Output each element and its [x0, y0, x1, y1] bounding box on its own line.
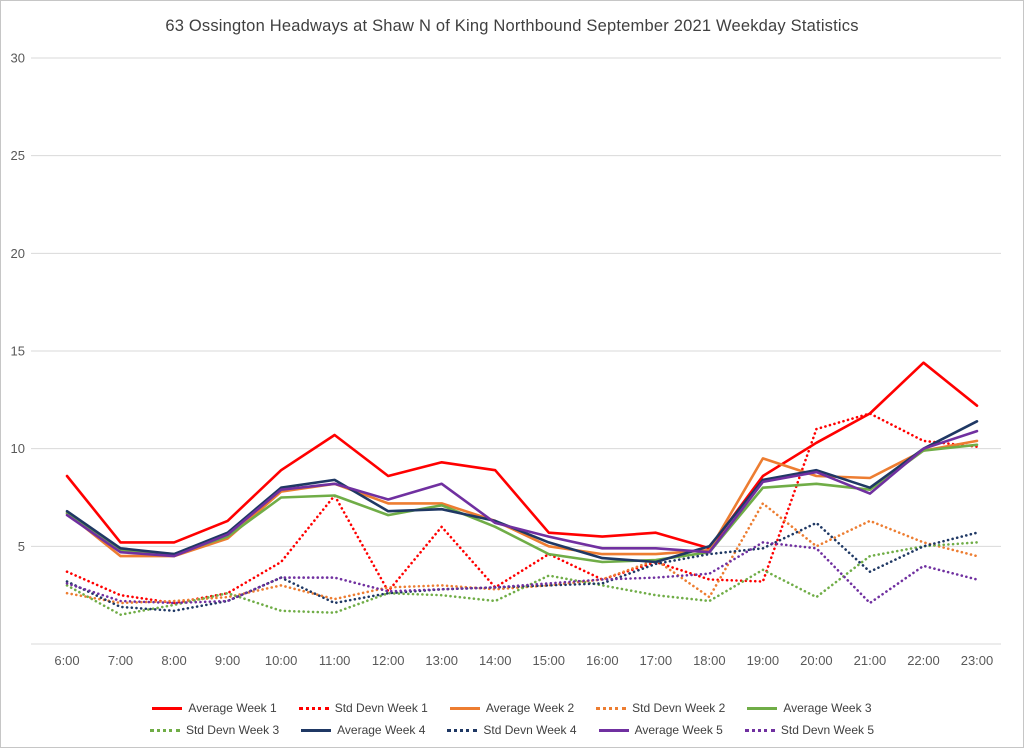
legend-item[interactable]: Std Devn Week 5	[744, 723, 875, 737]
series-line-average-week-2	[65, 439, 979, 558]
legend-row: Std Devn Week 3 Average Week 4 Std Devn We…	[149, 723, 875, 737]
x-tick-label: 19:00	[747, 653, 780, 668]
x-tick-label: 6:00	[54, 653, 79, 668]
series-line-std-devn-week-5	[65, 541, 979, 605]
legend-item[interactable]: Average Week 4	[301, 723, 425, 737]
x-tick-label: 8:00	[161, 653, 186, 668]
series-line-average-week-5	[65, 429, 979, 558]
x-tick-label: 16:00	[586, 653, 619, 668]
legend-swatch-dotted-line-icon	[744, 728, 775, 732]
legend-label: Std Devn Week 1	[334, 701, 428, 715]
legend-label: Std Devn Week 4	[483, 723, 577, 737]
chart-svg: 5 10 15 20 25 30 6:00 7:00 8:00 9:00 10:00 11:00 12:…	[11, 51, 1001, 668]
legend-label: Average Week 1	[188, 701, 277, 715]
legend-swatch-dotted-line-icon	[149, 728, 180, 732]
legend-swatch-solid-line-icon	[449, 706, 480, 710]
legend-swatch-solid-line-icon	[747, 706, 778, 710]
legend-item[interactable]: Std Devn Week 1	[298, 701, 428, 715]
x-tick-label: 17:00	[640, 653, 673, 668]
legend-swatch-dotted-line-icon	[596, 706, 627, 710]
legend-label: Average Week 2	[485, 701, 575, 715]
legend-swatch-dotted-line-icon	[298, 706, 329, 710]
series-line-average-week-1	[65, 361, 979, 550]
y-tick-label: 20	[11, 246, 25, 261]
x-tick-label: 23:00	[961, 653, 994, 668]
legend-swatch-solid-line-icon	[301, 728, 332, 732]
y-tick-label: 30	[11, 51, 25, 66]
x-tick-label: 22:00	[907, 653, 940, 668]
legend-swatch-solid-line-icon	[152, 706, 183, 710]
legend-item[interactable]: Average Week 5	[598, 723, 723, 737]
x-tick-label: 21:00	[854, 653, 887, 668]
y-tick-label: 15	[11, 344, 25, 359]
legend-item[interactable]: Std Devn Week 3	[149, 723, 280, 737]
legend-label: Average Week 5	[634, 723, 723, 737]
x-tick-label: 7:00	[108, 653, 133, 668]
chart-title: 63 Ossington Headways at Shaw N of King …	[165, 17, 859, 35]
legend-label: Std Devn Week 3	[185, 723, 280, 737]
legend-row: Average Week 1 Std Devn Week 1 Average Wee…	[152, 701, 872, 715]
y-tick-label: 25	[11, 148, 25, 163]
chart-legend: Average Week 1 Std Devn Week 1 Average Wee…	[1, 701, 1023, 737]
x-tick-label: 14:00	[479, 653, 512, 668]
x-tick-label: 12:00	[372, 653, 405, 668]
x-tick-label: 11:00	[319, 653, 351, 668]
series-line-std-devn-week-3	[65, 541, 979, 617]
y-tick-label: 10	[11, 441, 25, 456]
legend-item[interactable]: Average Week 1	[152, 701, 277, 715]
x-tick-label: 20:00	[800, 653, 833, 668]
series-line-std-devn-week-1	[65, 412, 979, 605]
legend-swatch-dotted-line-icon	[447, 728, 478, 732]
x-tick-label: 9:00	[215, 653, 240, 668]
x-tick-label: 15:00	[532, 653, 565, 668]
legend-label: Std Devn Week 2	[632, 701, 726, 715]
series-line-average-week-4	[65, 419, 979, 564]
legend-label: Average Week 4	[337, 723, 426, 737]
legend-item[interactable]: Average Week 2	[449, 701, 575, 715]
legend-item[interactable]: Std Devn Week 4	[447, 723, 577, 737]
legend-label: Average Week 3	[783, 701, 872, 715]
legend-swatch-solid-line-icon	[598, 728, 629, 732]
legend-item[interactable]: Average Week 3	[747, 701, 872, 715]
y-tick-label: 5	[18, 539, 25, 554]
legend-item[interactable]: Std Devn Week 2	[596, 701, 725, 715]
legend-label: Std Devn Week 5	[780, 723, 875, 737]
x-tick-label: 10:00	[265, 653, 298, 668]
x-tick-label: 18:00	[693, 653, 726, 668]
x-tick-label: 13:00	[425, 653, 458, 668]
